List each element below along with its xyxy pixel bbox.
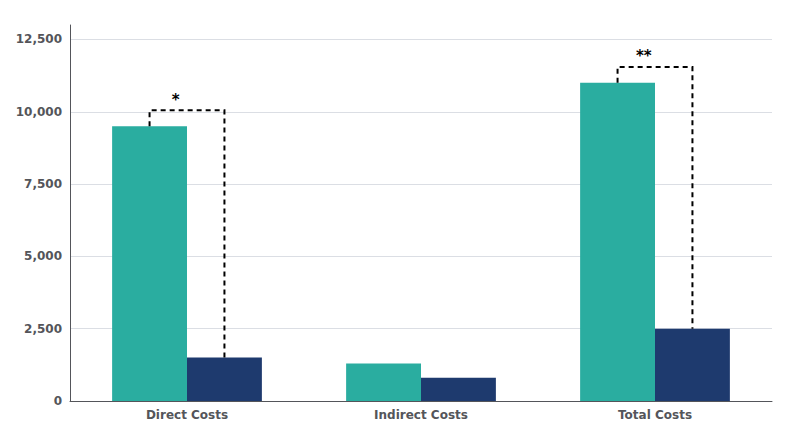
svg-text:**: ** (636, 47, 652, 65)
svg-text:Indirect Costs: Indirect Costs (374, 408, 468, 422)
svg-text:7,500: 7,500 (24, 177, 62, 191)
svg-text:10,000: 10,000 (16, 105, 62, 119)
svg-text:2,500: 2,500 (24, 322, 62, 336)
svg-text:Total Costs: Total Costs (618, 408, 692, 422)
svg-text:12,500: 12,500 (16, 32, 62, 46)
svg-text:*: * (172, 91, 180, 109)
svg-text:Direct Costs: Direct Costs (146, 408, 228, 422)
svg-text:5,000: 5,000 (24, 249, 62, 263)
svg-text:0: 0 (54, 394, 62, 408)
